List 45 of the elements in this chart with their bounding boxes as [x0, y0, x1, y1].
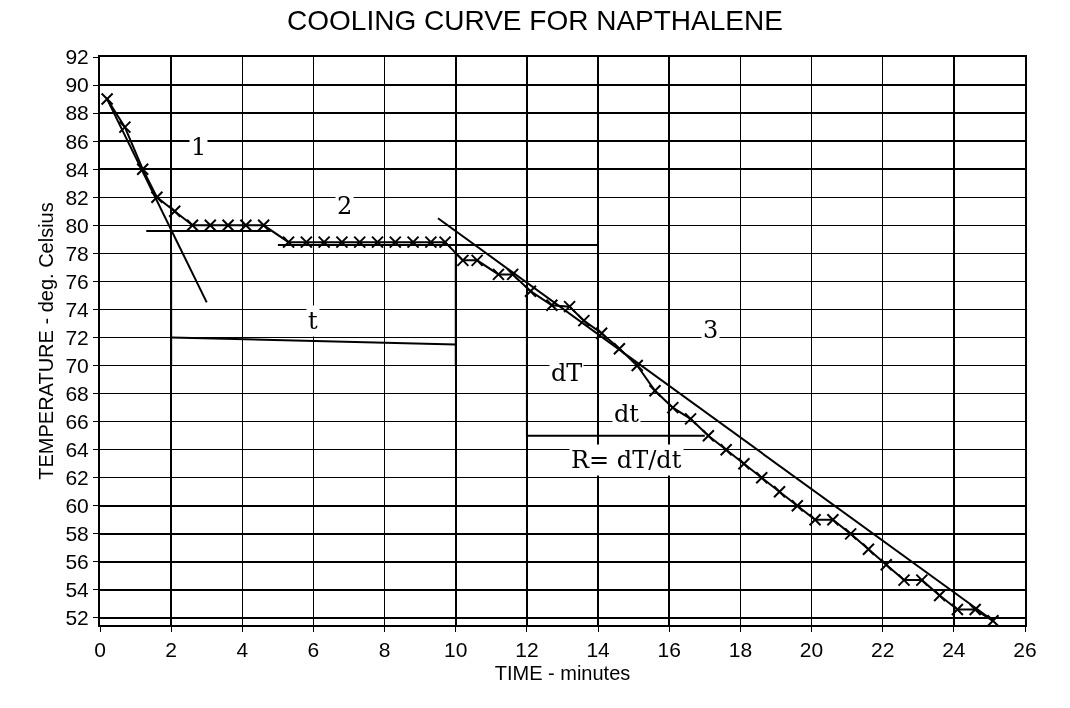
y-tick-label: 76	[65, 269, 89, 293]
y-tick-label: 70	[65, 353, 89, 377]
annotation: t	[308, 307, 318, 335]
y-tick-label: 88	[65, 101, 89, 125]
y-tick-label: 62	[65, 466, 89, 490]
x-tick-label: 14	[586, 638, 611, 662]
x-tick-label: 24	[942, 638, 966, 662]
y-tick-label: 68	[65, 381, 89, 405]
annotation: R= dT/dt	[571, 446, 682, 474]
x-axis-title: TIME - minutes	[494, 662, 631, 685]
y-tick-label: 54	[65, 578, 90, 602]
x-tick-label: 16	[657, 638, 681, 662]
x-tick-label: 18	[728, 638, 753, 662]
y-tick-label: 90	[65, 73, 89, 97]
annotation: 1	[191, 133, 207, 161]
y-tick-label: 60	[65, 494, 89, 518]
x-tick-label: 2	[165, 638, 177, 662]
y-tick-label: 66	[65, 409, 89, 433]
y-tick-label: 72	[65, 325, 89, 349]
x-tick-label: 26	[1013, 638, 1037, 662]
y-axis-title: TEMPERATURE - deg. Celsius	[35, 202, 58, 480]
x-tick-label: 4	[236, 638, 249, 662]
y-tick-label: 58	[65, 522, 89, 546]
annotation: 2	[337, 192, 353, 220]
x-tick-label: 22	[871, 638, 895, 662]
annotation: dt	[614, 400, 640, 428]
x-tick-label: 8	[378, 638, 391, 662]
y-tick-label: 56	[65, 550, 89, 574]
annotation: dT	[551, 359, 583, 387]
annotation: 3	[703, 316, 719, 344]
x-tick-label: 6	[307, 638, 320, 662]
y-tick-label: 84	[65, 157, 90, 181]
chart-title: COOLING CURVE FOR NAPTHALENE	[287, 5, 783, 37]
y-tick-label: 80	[65, 213, 89, 237]
y-tick-label: 64	[65, 438, 90, 462]
y-tick-label: 92	[65, 45, 89, 69]
y-tick-label: 86	[65, 129, 89, 153]
y-tick-label: 82	[65, 185, 89, 209]
x-tick-label: 0	[94, 638, 106, 662]
x-tick-label: 12	[515, 638, 539, 662]
y-tick-label: 78	[65, 241, 89, 265]
x-tick-label: 20	[799, 638, 824, 662]
y-tick-label: 52	[65, 606, 89, 630]
x-tick-label: 10	[444, 638, 468, 662]
y-tick-label: 74	[65, 297, 90, 321]
